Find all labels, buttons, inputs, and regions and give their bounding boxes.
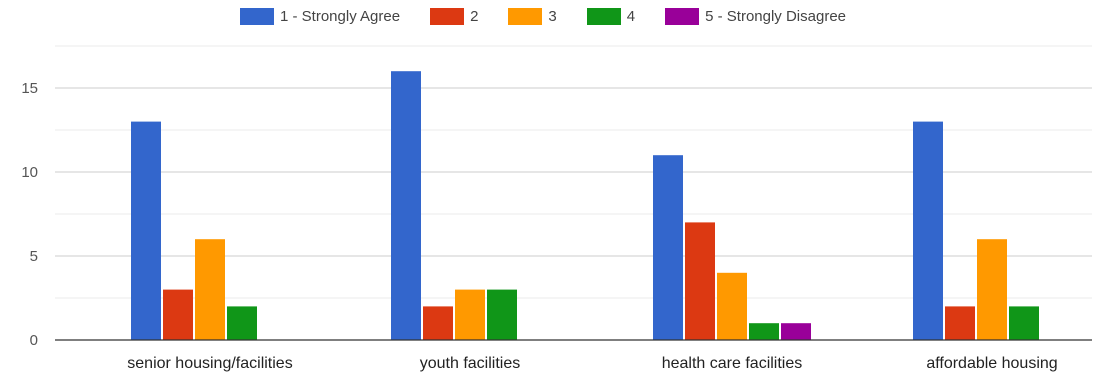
bar bbox=[685, 222, 715, 340]
bar bbox=[945, 306, 975, 340]
x-category-label: youth facilities bbox=[420, 355, 521, 372]
bar bbox=[717, 272, 747, 340]
legend-item-3[interactable]: 3 bbox=[508, 8, 557, 25]
legend-label-2: 2 bbox=[470, 8, 479, 25]
legend-swatch-5 bbox=[665, 8, 700, 25]
legend-swatch-2 bbox=[430, 8, 465, 25]
legend-swatch-4 bbox=[586, 8, 621, 25]
bar bbox=[391, 71, 421, 340]
bars bbox=[131, 71, 1039, 340]
y-tick-label: 5 bbox=[30, 248, 38, 265]
legend-label-1: 1 - Strongly Agree bbox=[280, 8, 401, 25]
legend-item-1[interactable]: 1 - Strongly Agree bbox=[240, 8, 400, 25]
x-category-label: health care facilities bbox=[662, 355, 803, 372]
bar bbox=[487, 289, 517, 340]
legend-label-5: 5 - Strongly Disagree bbox=[705, 8, 847, 25]
bar bbox=[781, 323, 811, 340]
legend-swatch-3 bbox=[508, 8, 543, 25]
legend-item-4[interactable]: 4 bbox=[586, 8, 636, 25]
bar bbox=[227, 306, 257, 340]
legend-swatch-1 bbox=[240, 8, 274, 25]
x-category-label: affordable housing bbox=[926, 355, 1057, 372]
bar bbox=[1009, 306, 1039, 340]
legend-item-2[interactable]: 2 bbox=[430, 8, 478, 25]
y-tick-label: 0 bbox=[30, 332, 38, 349]
bar bbox=[195, 239, 225, 340]
bar bbox=[163, 289, 193, 340]
bar bbox=[749, 323, 779, 340]
bar bbox=[455, 289, 485, 340]
x-axis-categories: senior housing/facilities youth facilitie… bbox=[127, 355, 1057, 372]
y-tick-label: 15 bbox=[21, 80, 38, 97]
bar bbox=[977, 239, 1007, 340]
bar bbox=[423, 306, 453, 340]
x-category-label: senior housing/facilities bbox=[127, 355, 292, 372]
bar bbox=[653, 155, 683, 340]
bar bbox=[131, 121, 161, 340]
y-axis-ticks: 0 5 10 15 bbox=[21, 80, 38, 349]
legend-item-5[interactable]: 5 - Strongly Disagree bbox=[665, 8, 846, 25]
legend: 1 - Strongly Agree 2 3 4 5 - Strongly Di… bbox=[240, 8, 876, 25]
legend-label-4: 4 bbox=[626, 8, 636, 25]
y-tick-label: 10 bbox=[21, 164, 38, 181]
bar bbox=[913, 121, 943, 340]
legend-label-3: 3 bbox=[548, 8, 557, 25]
